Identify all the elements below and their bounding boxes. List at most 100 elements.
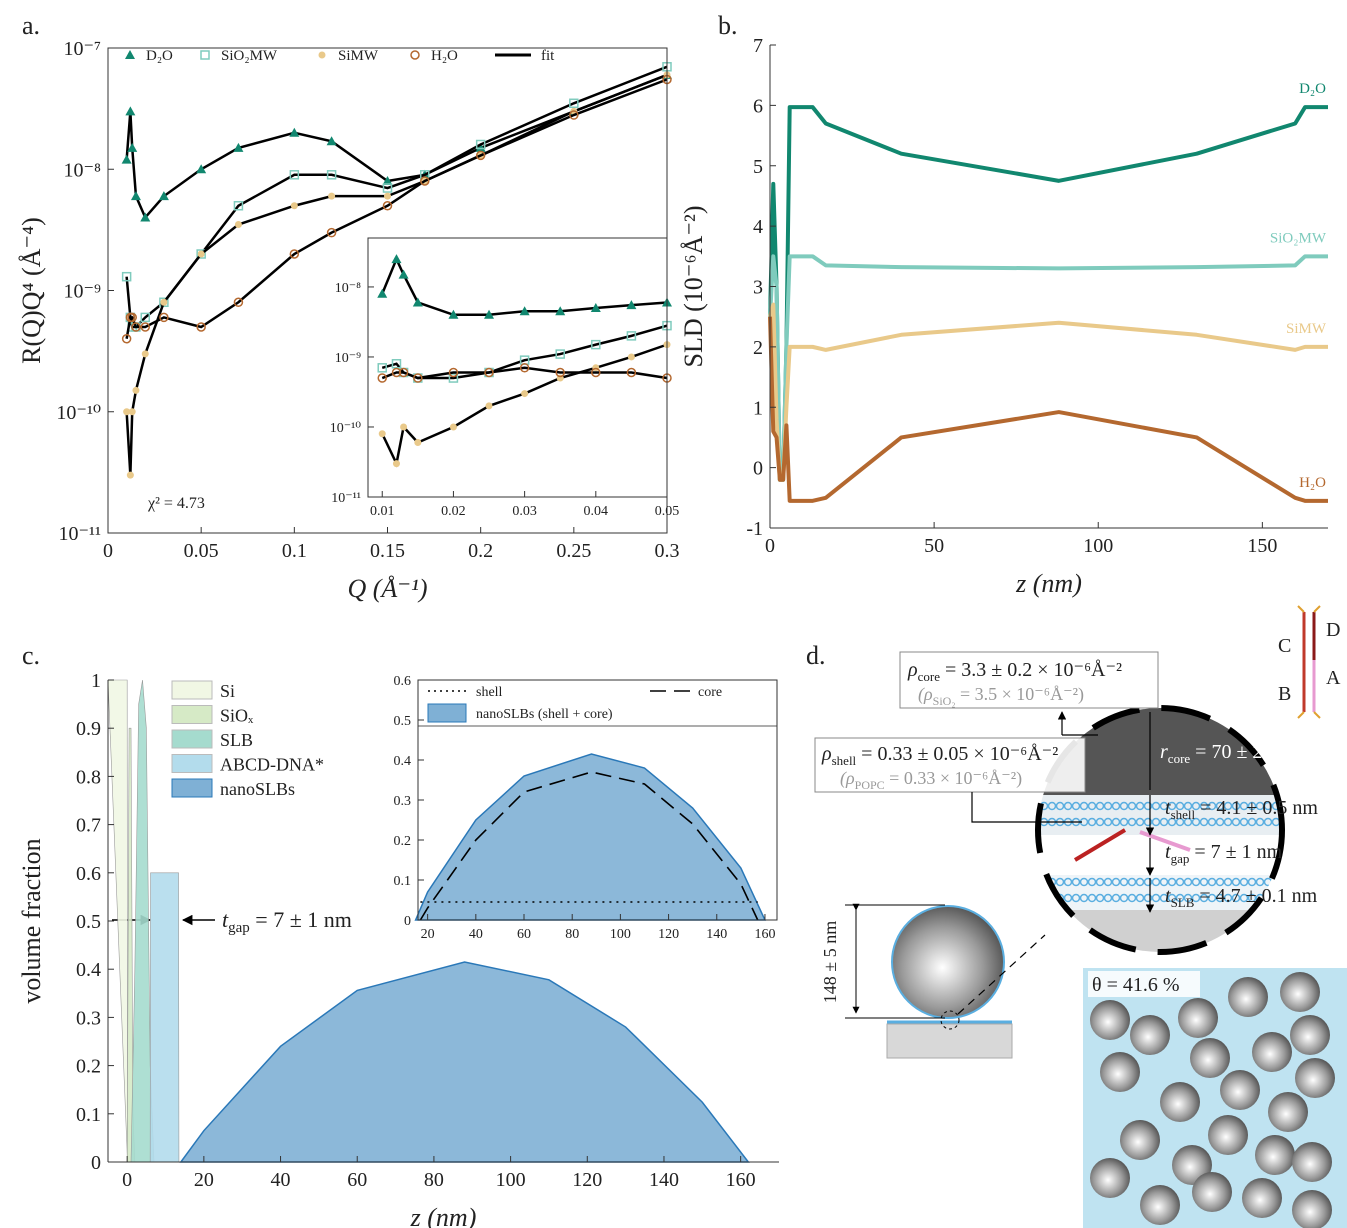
legend-label: SLB	[220, 730, 253, 750]
lipid	[1087, 893, 1097, 903]
lipid	[1087, 817, 1097, 827]
lipid	[1039, 893, 1049, 903]
legend-marker	[410, 50, 420, 60]
lipid	[1199, 817, 1209, 827]
lipid	[1199, 893, 1209, 903]
lipid	[1159, 817, 1169, 827]
particle	[1242, 1178, 1282, 1218]
y-tick-label: 3	[753, 277, 763, 299]
lipid	[1223, 801, 1233, 811]
point	[127, 312, 137, 323]
point	[378, 430, 386, 438]
point	[448, 367, 459, 378]
particle	[1295, 1058, 1335, 1098]
lipid	[1079, 893, 1089, 903]
point	[326, 170, 337, 180]
lipid	[1095, 817, 1105, 827]
lipid	[1055, 801, 1065, 811]
legend-label: H₂O	[431, 48, 458, 64]
y-tick-label: 5	[753, 156, 763, 178]
lipid	[1079, 877, 1089, 887]
legend-marker	[125, 50, 135, 59]
zoom-line	[957, 934, 1046, 1015]
lipid	[1127, 893, 1137, 903]
coverage-label: θ = 41.6 %	[1092, 974, 1180, 996]
lipid	[1143, 877, 1153, 887]
lipid	[1247, 893, 1257, 903]
lipid	[1119, 893, 1129, 903]
y-tick-label: 1	[753, 397, 763, 419]
y-tick-label: 10⁻⁸	[335, 281, 361, 296]
line	[768, 316, 1328, 503]
line	[768, 105, 1328, 482]
lipid	[1255, 877, 1265, 887]
point	[326, 136, 337, 146]
lipid	[1038, 893, 1041, 903]
text: = 7 ± 1 nm	[1189, 841, 1282, 863]
text: = 4.7 ± 0.1 nm	[1194, 885, 1317, 907]
lipid	[1223, 893, 1233, 903]
x-tick-label: 100	[1083, 535, 1113, 557]
y-tick-label: 2	[753, 337, 763, 359]
x-tick-label: 0.25	[556, 540, 591, 562]
label-box	[814, 737, 1086, 793]
particle	[1090, 1000, 1130, 1040]
lipid	[1119, 817, 1129, 827]
text: = 0.33 × 10⁻⁶Å⁻²)	[885, 768, 1022, 789]
legend-swatch	[171, 680, 213, 700]
panel-label: b.	[718, 11, 738, 40]
plot-area	[414, 753, 767, 921]
symbol: r	[1160, 741, 1168, 763]
lipid	[1207, 801, 1217, 811]
lipid	[1063, 801, 1073, 811]
legend-marker	[200, 50, 210, 60]
symbol: ρ	[821, 743, 832, 765]
point	[382, 183, 393, 193]
point	[519, 306, 530, 316]
lipid	[1263, 801, 1273, 811]
lipid	[1191, 801, 1201, 811]
point	[377, 288, 388, 298]
lipid	[1127, 877, 1137, 887]
point	[132, 386, 140, 394]
annotation: χ² = 4.73	[147, 495, 205, 512]
plot-area	[107, 679, 750, 1163]
lipid	[1183, 877, 1193, 887]
y-tick-label: 0.1	[394, 874, 412, 889]
lipid	[1063, 877, 1073, 887]
point	[289, 127, 300, 137]
point	[382, 200, 393, 211]
lipid	[1231, 801, 1241, 811]
x-tick-label: 80	[424, 1169, 444, 1191]
legend-label: nanoSLBs	[220, 779, 295, 799]
particle	[1268, 1092, 1308, 1132]
lipid	[1199, 877, 1209, 887]
symbol: (ρ	[918, 684, 933, 705]
point	[569, 98, 579, 109]
legend-label: core	[698, 685, 722, 700]
line-label: D₂O	[1299, 81, 1326, 97]
point	[234, 221, 242, 229]
legend-marker	[318, 51, 326, 59]
symbol: t	[1165, 841, 1171, 863]
lipid	[1239, 801, 1249, 811]
y-tick-label: 10⁻⁷	[63, 38, 101, 60]
lipid	[1191, 877, 1201, 887]
point	[391, 254, 402, 264]
point	[382, 176, 393, 186]
y-tick-label: 0	[404, 914, 411, 929]
point	[384, 192, 391, 200]
fit-line	[125, 65, 668, 329]
particle	[1252, 1032, 1292, 1072]
lipid	[1111, 893, 1121, 903]
lipid	[1159, 801, 1169, 811]
rho-popc: (ρPOPC = 0.33 × 10⁻⁶Å⁻²)	[840, 768, 1022, 792]
x-tick-label: 100	[496, 1169, 526, 1191]
point	[590, 303, 601, 313]
x-tick-label: 0.02	[441, 504, 466, 519]
particle	[1190, 1038, 1230, 1078]
lipid	[1215, 801, 1225, 811]
point	[591, 339, 601, 350]
lipid	[1111, 801, 1121, 811]
